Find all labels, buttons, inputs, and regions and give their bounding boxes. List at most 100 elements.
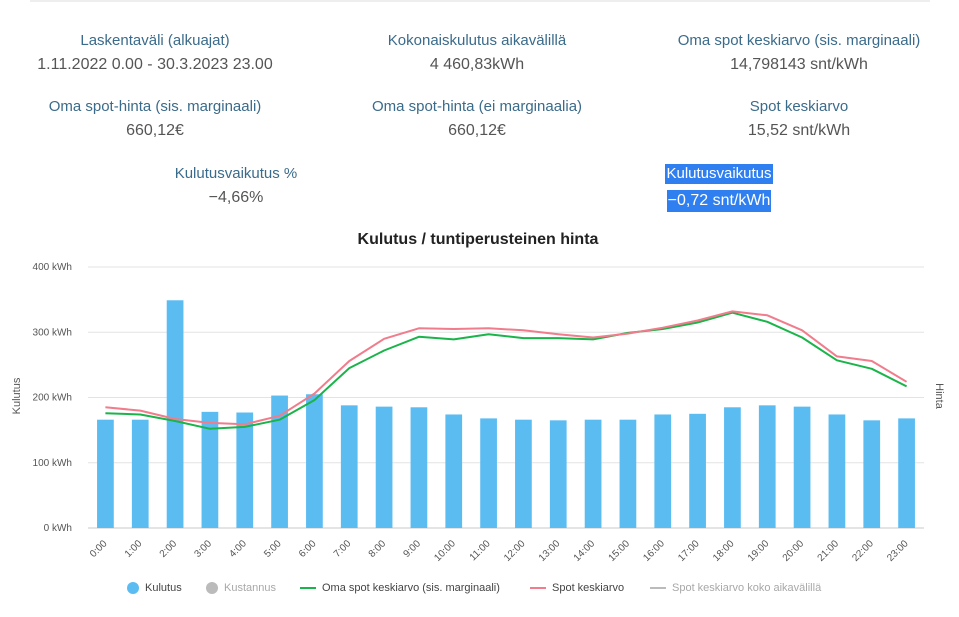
bar-kulutus[interactable]	[863, 420, 881, 528]
y-tick-label: 400 kWh	[33, 262, 72, 273]
bar-series-kulutus	[97, 300, 915, 528]
stat-value: 660,12€	[448, 122, 506, 139]
chart-axes: 0 kWh 100 kWh 200 kWh 300 kWh 400 kWh 0:00 1:0…	[33, 262, 911, 564]
stat-kokonaiskulutus: Kokonaiskulutus aikavälillä 4 460,83kWh	[322, 31, 632, 76]
stat-value: 15,52 snt/kWh	[747, 122, 851, 139]
stat-label: Oma spot-hinta (sis. marginaali)	[48, 98, 262, 115]
stat-label: Laskentaväli (alkuajat)	[80, 32, 230, 49]
stat-oma-spot-hinta: Oma spot-hinta (sis. marginaali) 660,12€	[0, 97, 310, 142]
x-tick-label: 12:00	[502, 538, 528, 564]
bar-kulutus[interactable]	[898, 418, 915, 528]
legend-marker	[127, 582, 139, 594]
y-axis-label: Kulutus	[11, 377, 23, 414]
legend-label: Kustannus	[224, 582, 276, 594]
bar-kulutus[interactable]	[201, 411, 219, 528]
y-tick-label: 100 kWh	[33, 458, 72, 469]
legend-item[interactable]: Kulutus	[127, 582, 182, 594]
legend-item[interactable]: Kustannus	[206, 582, 276, 594]
x-tick-label: 10:00	[432, 538, 458, 564]
x-tick-label: 16:00	[641, 538, 667, 564]
legend-label: Oma spot keskiarvo (sis. marginaali)	[322, 582, 500, 594]
bar-kulutus[interactable]	[131, 419, 149, 528]
bar-kulutus[interactable]	[619, 419, 637, 528]
chart-legend: Kulutus Kustannus Oma spot keskiarvo (sis.…	[0, 582, 959, 600]
line-series	[105, 310, 908, 430]
line-oma-spot-keskiarvo-sis-marginaali-[interactable]	[105, 311, 908, 430]
x-tick-label: 19:00	[746, 538, 772, 564]
bar-kulutus[interactable]	[480, 418, 497, 528]
stat-label: Oma spot-hinta (ei marginaalia)	[371, 98, 583, 115]
y-tick-label: 300 kWh	[33, 327, 72, 338]
legend-item[interactable]: Spot keskiarvo koko aikavälillä	[650, 582, 821, 594]
stat-value: 1.11.2022 0.00 - 30.3.2023 23.00	[37, 56, 273, 73]
stat-value: 14,798143 snt/kWh	[730, 56, 868, 73]
legend-label: Spot keskiarvo	[552, 582, 625, 594]
x-tick-label: 13:00	[537, 538, 563, 564]
y-tick-label: 200 kWh	[33, 393, 72, 404]
x-tick-label: 18:00	[711, 538, 737, 564]
x-tick-label: 1:00	[123, 538, 145, 560]
x-tick-label: 7:00	[332, 538, 354, 560]
stat-label: Kulutusvaikutus	[665, 164, 773, 184]
legend-marker	[530, 587, 546, 589]
bar-kulutus[interactable]	[340, 405, 358, 528]
x-tick-label: 15:00	[607, 538, 633, 564]
x-tick-label: 4:00	[227, 538, 249, 560]
stat-kulutusvaikutus: Kulutusvaikutus −0,72 snt/kWh	[564, 164, 874, 212]
bar-kulutus[interactable]	[793, 406, 811, 528]
bar-kulutus[interactable]	[515, 419, 532, 528]
x-tick-label: 8:00	[367, 538, 389, 560]
consumption-price-chart: Kulutus / tuntiperusteinen hinta 0 kWh 10…	[11, 231, 945, 564]
bar-kulutus[interactable]	[236, 412, 254, 528]
stat-label: Spot keskiarvo	[749, 98, 849, 115]
chart-title: Kulutus / tuntiperusteinen hinta	[358, 231, 599, 248]
legend-item[interactable]: Oma spot keskiarvo (sis. marginaali)	[300, 582, 500, 594]
stat-spot-keskiarvo: Spot keskiarvo 15,52 snt/kWh	[644, 97, 954, 142]
stat-oma-spot-hinta-ei-marginaalia: Oma spot-hinta (ei marginaalia) 660,12€	[322, 97, 632, 142]
bar-kulutus[interactable]	[375, 406, 393, 528]
y2-axis-label: Hinta	[933, 383, 945, 410]
x-tick-label: 20:00	[781, 538, 807, 564]
stat-laskentavali: Laskentaväli (alkuajat) 1.11.2022 0.00 -…	[0, 31, 310, 76]
x-tick-label: 23:00	[885, 538, 911, 564]
bar-kulutus[interactable]	[758, 405, 776, 528]
stat-value: 660,12€	[126, 122, 184, 139]
x-tick-label: 14:00	[572, 538, 598, 564]
legend-item[interactable]: Spot keskiarvo	[530, 582, 624, 594]
x-tick-label: 5:00	[262, 538, 284, 560]
legend-marker	[300, 587, 316, 589]
x-tick-label: 6:00	[297, 538, 319, 560]
x-tick-label: 21:00	[816, 538, 842, 564]
stat-label: Kokonaiskulutus aikavälillä	[387, 32, 567, 49]
line-spot-keskiarvo[interactable]	[105, 310, 908, 426]
bar-kulutus[interactable]	[166, 300, 184, 528]
bar-kulutus[interactable]	[410, 407, 428, 528]
bar-kulutus[interactable]	[549, 420, 567, 528]
bar-kulutus[interactable]	[724, 407, 741, 528]
x-tick-label: 3:00	[192, 538, 214, 560]
stat-value: −0,72 snt/kWh	[666, 190, 772, 212]
x-tick-label: 22:00	[850, 538, 876, 564]
top-divider	[30, 0, 930, 2]
bar-kulutus[interactable]	[97, 419, 114, 528]
chart-grid	[88, 266, 924, 529]
x-tick-label: 17:00	[676, 538, 702, 564]
x-tick-label: 9:00	[401, 538, 423, 560]
bar-kulutus[interactable]	[306, 394, 323, 528]
bar-kulutus[interactable]	[828, 414, 846, 528]
legend-marker	[650, 587, 666, 589]
x-tick-label: 0:00	[88, 538, 110, 560]
bar-kulutus[interactable]	[654, 414, 672, 528]
y-tick-label: 0 kWh	[44, 523, 72, 534]
bar-kulutus[interactable]	[445, 414, 463, 528]
stat-label: Kulutusvaikutus %	[174, 165, 298, 182]
stat-kulutusvaikutus-pct: Kulutusvaikutus % −4,66%	[81, 164, 391, 209]
legend-marker	[206, 582, 218, 594]
bar-kulutus[interactable]	[584, 419, 602, 528]
bar-kulutus[interactable]	[271, 395, 288, 528]
bar-kulutus[interactable]	[689, 413, 706, 528]
x-tick-label: 2:00	[158, 538, 180, 560]
x-tick-label: 11:00	[468, 538, 493, 563]
legend-label: Spot keskiarvo koko aikavälillä	[672, 582, 822, 594]
stat-value: −4,66%	[208, 189, 264, 206]
